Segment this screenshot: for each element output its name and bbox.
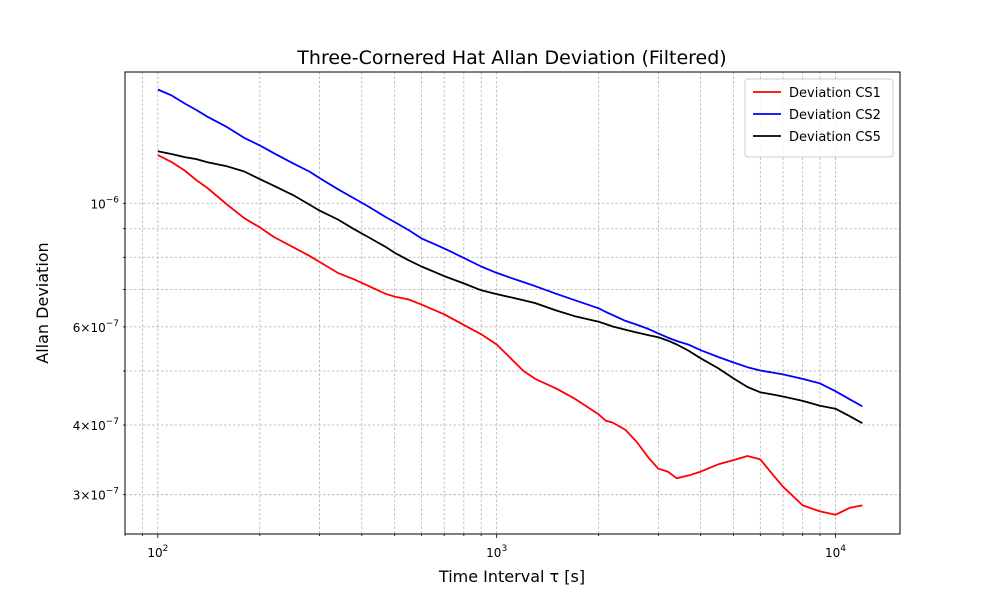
y-tick-label: 4×10−7 — [73, 417, 119, 433]
grid — [124, 72, 900, 534]
legend: Deviation CS1 Deviation CS2 Deviation CS5 — [744, 78, 894, 158]
plot-frame — [124, 71, 901, 535]
series-lines — [157, 88, 863, 516]
series-line-deviation-cs5 — [157, 150, 863, 424]
y-tick-label: 3×10−7 — [73, 487, 119, 503]
chart-title: Three-Cornered Hat Allan Deviation (Filt… — [296, 47, 726, 69]
x-axis-label: Time Interval τ [s] — [438, 567, 585, 586]
y-axis-label: Allan Deviation — [33, 242, 52, 363]
x-tick-label: 102 — [147, 544, 168, 560]
legend-label: Deviation CS1 — [789, 86, 881, 101]
x-tick-label: 104 — [825, 544, 846, 560]
series-line-deviation-cs1 — [157, 154, 863, 516]
x-tick-label: 103 — [486, 544, 507, 560]
legend-label: Deviation CS5 — [789, 130, 881, 145]
legend-box — [744, 78, 894, 158]
series-line-deviation-cs2 — [157, 88, 863, 408]
y-tick-label: 10−6 — [90, 195, 119, 211]
y-tick-label: 6×10−7 — [73, 319, 119, 335]
axis-ticks: 102 103 104 3×10−7 4×10−7 6×10−7 10−6 — [73, 195, 847, 560]
legend-label: Deviation CS2 — [789, 108, 881, 123]
